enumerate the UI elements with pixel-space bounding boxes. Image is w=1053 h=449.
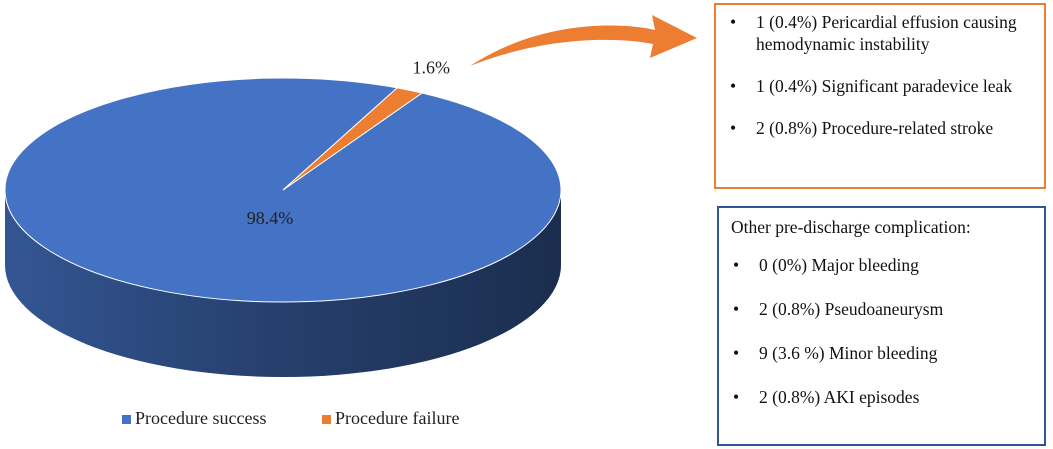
data-label: 98.4% (247, 208, 294, 228)
pie-slice (282, 87, 424, 191)
complications-list: 0 (0%) Major bleeding 2 (0.8%) Pseudoaneu… (727, 254, 1036, 408)
legend: Procedure success Procedure failure (122, 408, 459, 428)
complication-item: 2 (0.8%) AKI episodes (727, 386, 1036, 408)
legend-label: Procedure failure (335, 408, 459, 428)
pie: 98.4% 1.6% (4, 57, 562, 377)
legend-swatch (322, 415, 331, 424)
failure-item: 1 (0.4%) Pericardial effusion causing he… (724, 11, 1036, 55)
failure-item: 1 (0.4%) Significant paradevice leak (724, 75, 1036, 97)
pie-side-shade (5, 190, 561, 377)
failure-item: 2 (0.8%) Procedure-related stroke (724, 117, 1036, 139)
failure-list: 1 (0.4%) Pericardial effusion causing he… (724, 11, 1036, 139)
legend-swatch (122, 415, 131, 424)
complication-item: 0 (0%) Major bleeding (727, 254, 1036, 276)
arrow (470, 15, 697, 66)
failure-box: 1 (0.4%) Pericardial effusion causing he… (714, 3, 1046, 189)
complication-item: 9 (3.6 %) Minor bleeding (727, 342, 1036, 364)
legend-label: Procedure success (135, 408, 266, 428)
complication-item: 2 (0.8%) Pseudoaneurysm (727, 298, 1036, 320)
data-label: 1.6% (413, 57, 451, 77)
complications-box: Other pre-discharge complication: 0 (0%)… (717, 206, 1046, 446)
complications-title: Other pre-discharge complication: (731, 217, 971, 237)
